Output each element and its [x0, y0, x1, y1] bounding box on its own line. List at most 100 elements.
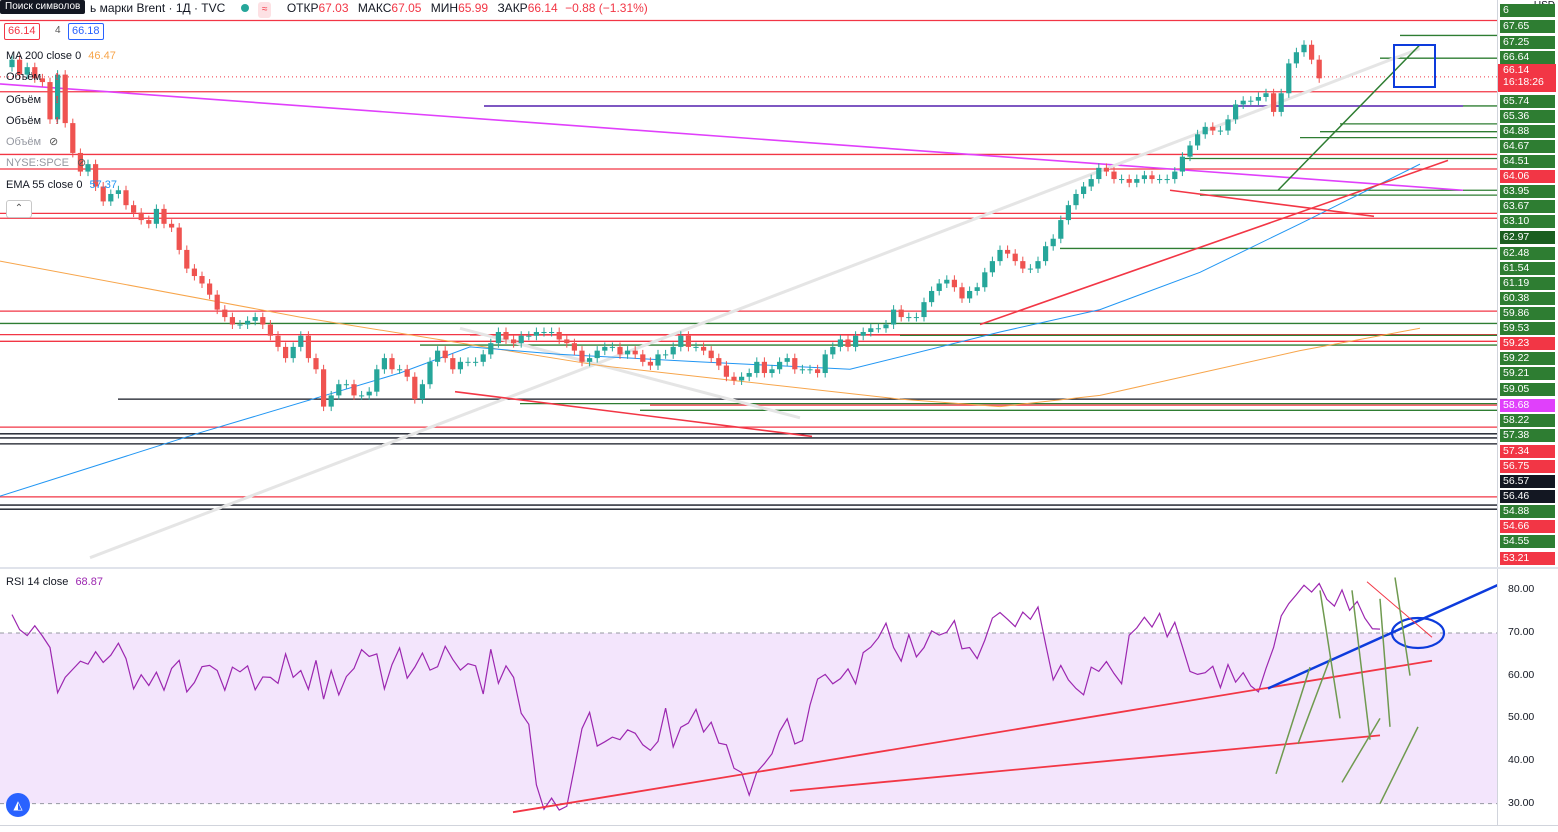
time-axis[interactable]	[0, 825, 1558, 832]
price-axis-label: 63.10	[1500, 215, 1555, 228]
price-axis-label: 62.97	[1500, 231, 1555, 244]
rsi-green-fan-line	[1351, 590, 1371, 740]
ma200-value: 46.47	[88, 50, 116, 62]
candle-body	[495, 331, 501, 344]
candle-body	[632, 350, 638, 355]
pane-separator[interactable]	[0, 567, 1558, 569]
price-axis-label: 60.38	[1500, 292, 1555, 305]
volume-legend-3[interactable]: Объём!	[6, 113, 63, 129]
candle-body	[716, 358, 722, 366]
candle-body	[283, 346, 289, 359]
ma200-legend[interactable]: MA 200 close 0 46.47	[6, 48, 116, 64]
candle-body	[594, 350, 600, 359]
price-axis-label: 58.22	[1500, 414, 1555, 427]
rsi-green-fan-line	[1394, 577, 1411, 676]
rsi-green-fan-line	[1379, 726, 1419, 804]
volume-legend-1[interactable]: Объём!	[6, 69, 63, 85]
price-axis-label: 54.88	[1500, 505, 1555, 518]
sell-price-box[interactable]: 66.14	[4, 23, 40, 40]
candle-body	[1164, 179, 1170, 181]
candle-body	[55, 74, 61, 120]
candle-body	[533, 331, 539, 336]
candle-body	[830, 346, 836, 355]
green-trendline	[1277, 44, 1421, 191]
candle-body	[739, 376, 745, 381]
chart-header: ь марки Brent · 1Д · TVC ≈ ОТКР67.03 МАК…	[90, 0, 648, 18]
price-axis-label: 65.74	[1500, 95, 1555, 108]
rsi-label: RSI 14 close	[6, 576, 69, 588]
candle-body	[1316, 59, 1322, 79]
candle-body	[921, 302, 927, 318]
price-axis-label: 57.38	[1500, 429, 1555, 442]
candle-body	[1081, 186, 1087, 194]
ohlc-change: −0.88 (−1.31%)	[565, 1, 648, 15]
candle-body	[967, 290, 973, 299]
buy-price-box[interactable]: 66.18	[68, 23, 104, 40]
warning-icon[interactable]: !	[55, 95, 59, 106]
candle-body	[526, 335, 532, 337]
volume-legend-4[interactable]: Объём ⊘	[6, 134, 63, 150]
candle-body	[184, 249, 190, 269]
candle-body	[883, 324, 889, 329]
candle-body	[1286, 63, 1292, 94]
grey-diagonal-line	[459, 326, 801, 420]
rsi-value: 68.87	[75, 576, 103, 588]
candle-body	[1088, 179, 1094, 187]
candle-body	[617, 346, 623, 355]
symbol-title[interactable]: ь марки Brent · 1Д · TVC	[90, 1, 226, 15]
nyse-spce-legend[interactable]: NYSE:SPCE ⊘	[6, 155, 91, 171]
rsi-blue-trendline	[1267, 584, 1497, 690]
candle-body	[587, 358, 593, 362]
price-chart-canvas[interactable]	[0, 0, 1497, 567]
rsi-axis-label: 80.00	[1508, 583, 1535, 596]
volume-label-2: Объём	[6, 94, 42, 106]
hidden-eye-icon[interactable]: ⊘	[76, 157, 87, 169]
rsi-line	[11, 582, 1381, 811]
grey-diagonal-line	[89, 47, 1421, 560]
candle-body	[556, 331, 562, 340]
candle-body	[1157, 179, 1163, 181]
tradingview-logo-icon[interactable]: ◭	[6, 793, 30, 817]
compare-icon[interactable]: ≈	[257, 2, 272, 18]
price-axis-label: 56.46	[1500, 490, 1555, 503]
candle-body	[799, 369, 805, 371]
ohlc-high-label: МАКС	[357, 1, 392, 15]
candle-body	[70, 123, 76, 153]
price-axis-label: 61.54	[1500, 262, 1555, 275]
red-trendline	[1169, 189, 1375, 218]
collapse-legend-button[interactable]: ⌃	[6, 200, 32, 218]
candle-body	[298, 335, 304, 347]
candle-body	[761, 361, 767, 374]
candle-body	[723, 365, 729, 377]
hidden-eye-icon[interactable]: ⊘	[49, 136, 59, 148]
candle-body	[678, 335, 684, 347]
candle-body	[153, 208, 159, 224]
warning-icon[interactable]: !	[55, 72, 59, 83]
ema55-legend[interactable]: EMA 55 close 0 57.37	[6, 177, 117, 193]
candle-body	[419, 384, 425, 400]
candle-body	[837, 339, 843, 347]
candle-body	[328, 395, 334, 407]
rsi-green-fan-line	[1319, 590, 1341, 719]
candle-body	[32, 67, 38, 79]
ma200-line	[0, 260, 1421, 408]
warning-icon[interactable]: !	[55, 116, 59, 127]
volume-legend-2[interactable]: Объём!	[6, 92, 63, 108]
candle-body	[853, 335, 859, 347]
candle-body	[1263, 93, 1269, 97]
rsi-pane[interactable]: RSI 14 close 68.87 ◭	[0, 569, 1497, 825]
rsi-canvas[interactable]	[0, 569, 1497, 825]
candle-body	[777, 361, 783, 370]
candle-body	[906, 317, 912, 319]
candle-body	[1255, 96, 1261, 101]
candle-body	[549, 331, 555, 333]
candle-body	[663, 354, 669, 356]
rsi-scale[interactable]: 80.00 70.00 60.00 50.00 40.00 30.00	[1497, 569, 1558, 825]
candle-body	[936, 283, 942, 291]
candle-body	[1141, 175, 1147, 180]
price-scale[interactable]: USD 667.6567.2566.6465.7465.3664.8864.67…	[1497, 0, 1558, 567]
rsi-legend[interactable]: RSI 14 close 68.87	[6, 574, 103, 590]
rsi-axis-label: 60.00	[1508, 668, 1535, 681]
volume-label-4: Объём	[6, 136, 42, 148]
price-chart-pane[interactable]: Поиск символов ь марки Brent · 1Д · TVC …	[0, 0, 1497, 567]
